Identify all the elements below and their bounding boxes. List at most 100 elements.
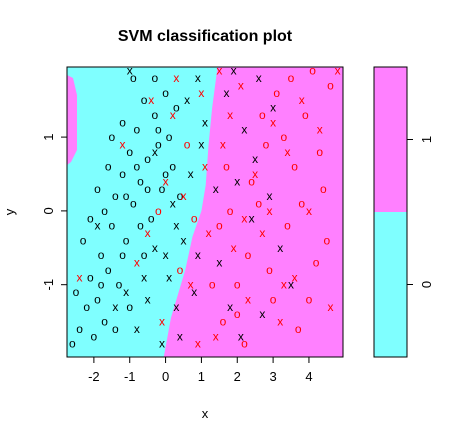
point-s3-23: x (327, 300, 333, 314)
point-s3-16: x (270, 115, 276, 129)
point-s1-18: x (112, 300, 118, 314)
point-s2-1: o (234, 278, 241, 292)
point-s2-20: o (216, 219, 223, 233)
point-s1-32: x (259, 307, 265, 321)
point-s0-38: o (177, 189, 184, 203)
point-s1-27: x (277, 241, 283, 255)
point-s2-5: o (273, 86, 280, 100)
point-s1-34: x (173, 219, 179, 233)
point-s1-7: x (180, 233, 186, 247)
point-s0-13: o (123, 233, 130, 247)
point-s1-37: x (231, 64, 237, 78)
point-s0-18: o (141, 93, 148, 107)
point-s0-2: o (91, 329, 98, 343)
point-s0-25: o (166, 130, 173, 144)
point-s0-42: o (119, 248, 126, 262)
point-s0-30: o (130, 71, 137, 85)
point-s2-19: o (306, 292, 313, 306)
point-s1-10: x (202, 115, 208, 129)
point-s3-20: x (299, 93, 305, 107)
point-s2-14: o (295, 322, 302, 336)
point-s3-11: x (231, 241, 237, 255)
point-s3-34: x (148, 93, 154, 107)
class-1-region-left (67, 75, 77, 165)
point-s2-21: o (266, 263, 273, 277)
point-s2-29: o (223, 160, 230, 174)
point-s2-11: o (327, 78, 334, 92)
point-s0-40: o (73, 285, 80, 299)
point-s1-19: x (191, 285, 197, 299)
point-s1-31: x (288, 278, 294, 292)
class-1-region (163, 67, 343, 357)
point-s1-35: x (152, 145, 158, 159)
point-s2-10: o (320, 182, 327, 196)
point-s1-6: x (173, 300, 179, 314)
x-tick-label-1: -1 (124, 369, 136, 384)
point-s2-26: o (288, 71, 295, 85)
point-s3-31: x (281, 278, 287, 292)
point-s2-3: o (255, 197, 262, 211)
x-tick-label-6: 4 (305, 369, 312, 384)
plot-frame (66, 66, 344, 358)
point-s2-0: o (220, 315, 227, 329)
data-points: oooooooooooooooooooooooooooooooooooooooo… (69, 64, 341, 351)
legend-swatch-0 (374, 67, 407, 212)
point-s1-14: x (159, 337, 165, 351)
legend-label-0: 1 (419, 136, 434, 143)
point-s3-24: x (335, 64, 341, 78)
point-s2-8: o (302, 108, 309, 122)
point-s0-6: o (101, 315, 108, 329)
point-s3-19: x (292, 270, 298, 284)
point-s3-33: x (173, 71, 179, 85)
x-tick-label-0: -2 (88, 369, 100, 384)
point-s2-23: o (324, 233, 331, 247)
point-s2-25: o (259, 108, 266, 122)
point-s0-16: o (134, 123, 141, 137)
point-s0-29: o (87, 211, 94, 225)
point-s0-46: o (155, 123, 162, 137)
point-s1-28: x (267, 189, 273, 203)
point-s2-16: o (248, 174, 255, 188)
point-s0-9: o (108, 219, 115, 233)
point-s2-27: o (316, 145, 323, 159)
point-s2-24: o (209, 278, 216, 292)
point-s1-36: x (198, 137, 204, 151)
point-s2-7: o (291, 160, 298, 174)
point-s1-39: x (163, 248, 169, 262)
point-s1-21: x (241, 123, 247, 137)
point-s0-19: o (144, 152, 151, 166)
point-s3-17: x (277, 315, 283, 329)
point-s3-6: x (188, 278, 194, 292)
point-s0-4: o (87, 270, 94, 284)
point-s1-11: x (184, 93, 190, 107)
point-s3-8: x (206, 226, 212, 240)
plot-area: oooooooooooooooooooooooooooooooooooooooo… (66, 64, 344, 358)
point-s1-16: x (170, 197, 176, 211)
point-s2-6: o (284, 219, 291, 233)
x-axis-label: x (202, 406, 209, 421)
point-s3-14: x (252, 167, 258, 181)
point-s2-12: o (270, 292, 277, 306)
point-s2-33: o (184, 137, 191, 151)
point-s0-8: o (105, 263, 112, 277)
point-s1-12: x (195, 71, 201, 85)
point-s0-28: o (94, 182, 101, 196)
point-s0-0: o (76, 322, 83, 336)
point-s0-21: o (151, 108, 158, 122)
point-s1-13: x (127, 64, 133, 78)
point-s1-4: x (152, 241, 158, 255)
point-s2-18: o (281, 130, 288, 144)
point-s1-1: x (123, 285, 129, 299)
y-axis: -1 0 1 (41, 133, 67, 290)
point-s2-15: o (309, 64, 316, 78)
color-legend: 10 (373, 66, 434, 358)
point-s0-3: o (94, 292, 101, 306)
point-s0-41: o (69, 337, 76, 351)
point-s1-0: x (94, 219, 100, 233)
point-s1-29: x (224, 86, 230, 100)
point-s1-15: x (177, 329, 183, 343)
point-s3-27: x (195, 337, 201, 351)
point-s0-47: o (137, 219, 144, 233)
point-s2-22: o (298, 197, 305, 211)
point-s3-9: x (213, 329, 219, 343)
